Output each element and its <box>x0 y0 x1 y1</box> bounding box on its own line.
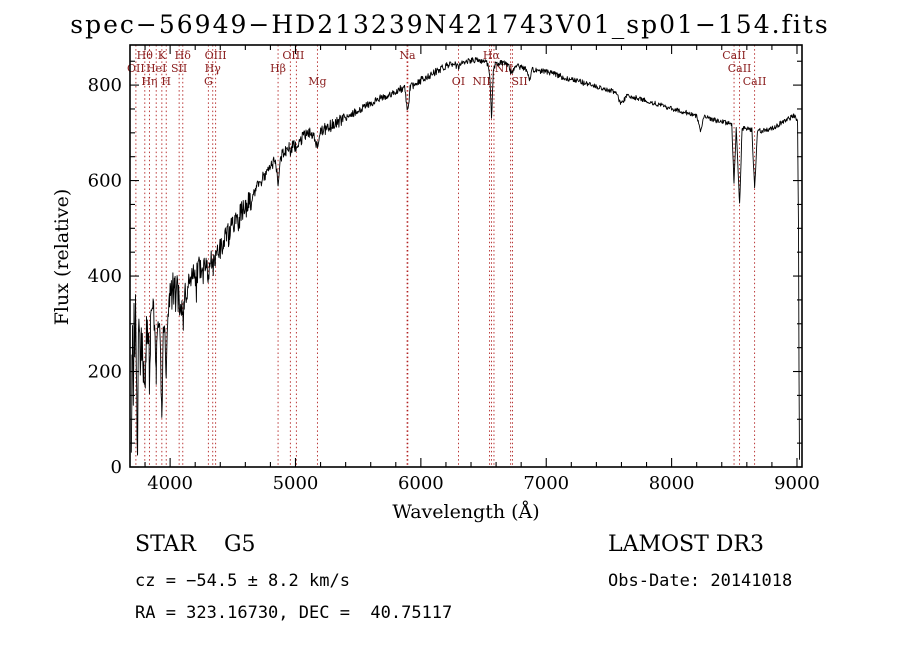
x-tick-label: 7000 <box>523 473 569 494</box>
y-axis-label: Flux (relative) <box>51 188 73 326</box>
y-tick-label: 600 <box>88 171 122 192</box>
survey-text: LAMOST DR3 <box>608 532 764 557</box>
spectrum-path <box>130 57 800 460</box>
page-title: spec−56949−HD213239N421743V01_sp01−154.f… <box>70 10 830 39</box>
x-tick-label: 9000 <box>774 473 820 494</box>
obs-date-text: Obs-Date: 20141018 <box>608 571 793 591</box>
spectral-line-label: CaII <box>722 49 746 62</box>
classification-text: STAR G5 <box>135 532 256 557</box>
y-tick-label: 200 <box>88 362 122 383</box>
y-tick-label: 0 <box>111 457 122 478</box>
spectral-line-label: SII <box>512 75 528 88</box>
x-tick-label: 4000 <box>147 473 193 494</box>
spectral-line-label: HeI <box>146 62 166 75</box>
spectral-line-label: OIII <box>205 49 227 62</box>
spectral-line-label: CaII <box>743 75 767 88</box>
spectral-line-label: SII <box>171 62 187 75</box>
y-tick-label: 800 <box>88 75 122 96</box>
spectral-line-label: Hδ <box>175 49 192 62</box>
spectral-line-label: G <box>204 75 213 88</box>
x-axis-label: Wavelength (Å) <box>392 501 540 523</box>
radial-velocity-text: cz = −54.5 ± 8.2 km/s <box>135 571 350 591</box>
spectral-line-label: Hθ <box>137 49 154 62</box>
x-tick-label: 6000 <box>398 473 444 494</box>
axis-box <box>129 44 803 468</box>
spectral-line-label: NII <box>472 75 490 88</box>
spectral-line-label: Hγ <box>205 62 222 75</box>
spectral-line-label: OII <box>127 62 145 75</box>
spectral-line-label: Hα <box>483 49 501 62</box>
spectral-line-label: Hβ <box>270 62 286 75</box>
x-tick-label: 5000 <box>273 473 319 494</box>
spectral-line-label: CaII <box>728 62 752 75</box>
spectral-line-label: H <box>161 75 171 88</box>
x-tick-label: 8000 <box>649 473 695 494</box>
spectral-line-label: OIII <box>282 49 304 62</box>
spectral-line-label: Mg <box>308 75 326 88</box>
spectral-line-label: K <box>158 49 167 62</box>
spectral-line-label: Hη <box>141 75 157 88</box>
spectral-line-label: Na <box>399 49 416 62</box>
y-tick-label: 400 <box>88 266 122 287</box>
coordinates-text: RA = 323.16730, DEC = 40.75117 <box>135 603 453 623</box>
spectral-line-label: OI <box>452 75 465 88</box>
